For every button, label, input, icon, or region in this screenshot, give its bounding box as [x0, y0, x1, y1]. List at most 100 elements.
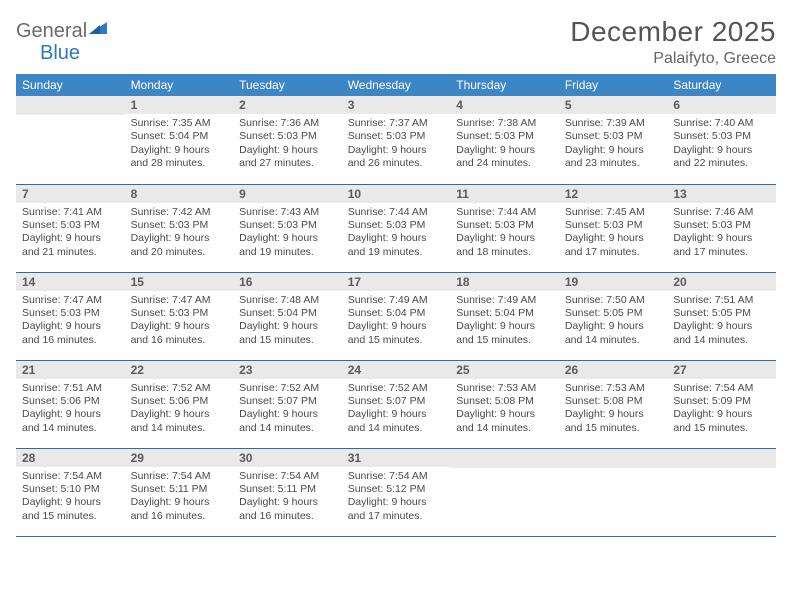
day-details: Sunrise: 7:46 AMSunset: 5:03 PMDaylight:…: [667, 203, 776, 266]
day-number: 11: [450, 185, 559, 203]
day-details: Sunrise: 7:52 AMSunset: 5:06 PMDaylight:…: [125, 379, 234, 442]
calendar-cell: 7Sunrise: 7:41 AMSunset: 5:03 PMDaylight…: [16, 184, 125, 272]
day-number: 15: [125, 273, 234, 291]
calendar-cell: 28Sunrise: 7:54 AMSunset: 5:10 PMDayligh…: [16, 448, 125, 536]
header: General December 2025 Palaifyto, Greece: [16, 16, 776, 68]
calendar-cell: 18Sunrise: 7:49 AMSunset: 5:04 PMDayligh…: [450, 272, 559, 360]
day-number: 30: [233, 449, 342, 467]
day-number-empty: [667, 449, 776, 468]
title-block: December 2025 Palaifyto, Greece: [570, 16, 776, 68]
calendar-cell: 31Sunrise: 7:54 AMSunset: 5:12 PMDayligh…: [342, 448, 451, 536]
calendar-cell: 13Sunrise: 7:46 AMSunset: 5:03 PMDayligh…: [667, 184, 776, 272]
day-details: Sunrise: 7:47 AMSunset: 5:03 PMDaylight:…: [16, 291, 125, 354]
day-details: Sunrise: 7:38 AMSunset: 5:03 PMDaylight:…: [450, 114, 559, 177]
day-details: Sunrise: 7:54 AMSunset: 5:10 PMDaylight:…: [16, 467, 125, 530]
calendar-cell: 15Sunrise: 7:47 AMSunset: 5:03 PMDayligh…: [125, 272, 234, 360]
day-number: 22: [125, 361, 234, 379]
calendar-cell: 2Sunrise: 7:36 AMSunset: 5:03 PMDaylight…: [233, 96, 342, 184]
calendar-cell: 10Sunrise: 7:44 AMSunset: 5:03 PMDayligh…: [342, 184, 451, 272]
day-number: 4: [450, 96, 559, 114]
calendar-cell: 27Sunrise: 7:54 AMSunset: 5:09 PMDayligh…: [667, 360, 776, 448]
calendar-cell: 3Sunrise: 7:37 AMSunset: 5:03 PMDaylight…: [342, 96, 451, 184]
calendar-body: 1Sunrise: 7:35 AMSunset: 5:04 PMDaylight…: [16, 96, 776, 536]
day-details: Sunrise: 7:52 AMSunset: 5:07 PMDaylight:…: [342, 379, 451, 442]
brand-logo-line2: Blue: [40, 38, 80, 65]
day-number: 1: [125, 96, 234, 114]
day-number: 3: [342, 96, 451, 114]
calendar-cell: 25Sunrise: 7:53 AMSunset: 5:08 PMDayligh…: [450, 360, 559, 448]
calendar-header-row: SundayMondayTuesdayWednesdayThursdayFrid…: [16, 74, 776, 96]
day-details: Sunrise: 7:54 AMSunset: 5:12 PMDaylight:…: [342, 467, 451, 530]
day-number-empty: [16, 96, 125, 115]
location-label: Palaifyto, Greece: [570, 50, 776, 68]
calendar-cell: 26Sunrise: 7:53 AMSunset: 5:08 PMDayligh…: [559, 360, 668, 448]
calendar-cell: 20Sunrise: 7:51 AMSunset: 5:05 PMDayligh…: [667, 272, 776, 360]
calendar-cell: 6Sunrise: 7:40 AMSunset: 5:03 PMDaylight…: [667, 96, 776, 184]
day-details: Sunrise: 7:35 AMSunset: 5:04 PMDaylight:…: [125, 114, 234, 177]
calendar-week-row: 1Sunrise: 7:35 AMSunset: 5:04 PMDaylight…: [16, 96, 776, 184]
calendar-week-row: 28Sunrise: 7:54 AMSunset: 5:10 PMDayligh…: [16, 448, 776, 536]
day-details: Sunrise: 7:52 AMSunset: 5:07 PMDaylight:…: [233, 379, 342, 442]
day-details: Sunrise: 7:37 AMSunset: 5:03 PMDaylight:…: [342, 114, 451, 177]
day-number: 27: [667, 361, 776, 379]
calendar-cell: [16, 96, 125, 184]
day-number: 31: [342, 449, 451, 467]
day-details: Sunrise: 7:44 AMSunset: 5:03 PMDaylight:…: [450, 203, 559, 266]
day-number: 16: [233, 273, 342, 291]
calendar-cell: 9Sunrise: 7:43 AMSunset: 5:03 PMDaylight…: [233, 184, 342, 272]
day-number: 5: [559, 96, 668, 114]
day-details: Sunrise: 7:42 AMSunset: 5:03 PMDaylight:…: [125, 203, 234, 266]
weekday-header: Monday: [125, 74, 234, 96]
calendar-cell: 14Sunrise: 7:47 AMSunset: 5:03 PMDayligh…: [16, 272, 125, 360]
day-details: Sunrise: 7:54 AMSunset: 5:11 PMDaylight:…: [233, 467, 342, 530]
day-details: Sunrise: 7:40 AMSunset: 5:03 PMDaylight:…: [667, 114, 776, 177]
calendar-cell: [559, 448, 668, 536]
day-details: Sunrise: 7:53 AMSunset: 5:08 PMDaylight:…: [559, 379, 668, 442]
calendar-cell: 1Sunrise: 7:35 AMSunset: 5:04 PMDaylight…: [125, 96, 234, 184]
calendar-cell: 21Sunrise: 7:51 AMSunset: 5:06 PMDayligh…: [16, 360, 125, 448]
calendar-cell: [667, 448, 776, 536]
day-details: Sunrise: 7:36 AMSunset: 5:03 PMDaylight:…: [233, 114, 342, 177]
brand-triangle-icon: [89, 17, 107, 40]
day-details: Sunrise: 7:50 AMSunset: 5:05 PMDaylight:…: [559, 291, 668, 354]
day-number: 26: [559, 361, 668, 379]
calendar-cell: 11Sunrise: 7:44 AMSunset: 5:03 PMDayligh…: [450, 184, 559, 272]
calendar-cell: 12Sunrise: 7:45 AMSunset: 5:03 PMDayligh…: [559, 184, 668, 272]
day-number: 7: [16, 185, 125, 203]
day-details: Sunrise: 7:51 AMSunset: 5:06 PMDaylight:…: [16, 379, 125, 442]
weekday-header: Friday: [559, 74, 668, 96]
day-number: 6: [667, 96, 776, 114]
day-details: Sunrise: 7:49 AMSunset: 5:04 PMDaylight:…: [342, 291, 451, 354]
day-details: Sunrise: 7:39 AMSunset: 5:03 PMDaylight:…: [559, 114, 668, 177]
day-number: 10: [342, 185, 451, 203]
weekday-header: Wednesday: [342, 74, 451, 96]
calendar-cell: 5Sunrise: 7:39 AMSunset: 5:03 PMDaylight…: [559, 96, 668, 184]
day-number: 24: [342, 361, 451, 379]
weekday-header: Sunday: [16, 74, 125, 96]
day-details: Sunrise: 7:54 AMSunset: 5:09 PMDaylight:…: [667, 379, 776, 442]
day-details: Sunrise: 7:48 AMSunset: 5:04 PMDaylight:…: [233, 291, 342, 354]
day-number: 17: [342, 273, 451, 291]
day-details: Sunrise: 7:49 AMSunset: 5:04 PMDaylight:…: [450, 291, 559, 354]
calendar-cell: 8Sunrise: 7:42 AMSunset: 5:03 PMDaylight…: [125, 184, 234, 272]
day-number: 29: [125, 449, 234, 467]
day-details: Sunrise: 7:54 AMSunset: 5:11 PMDaylight:…: [125, 467, 234, 530]
calendar-cell: [450, 448, 559, 536]
day-number: 21: [16, 361, 125, 379]
calendar-cell: 17Sunrise: 7:49 AMSunset: 5:04 PMDayligh…: [342, 272, 451, 360]
day-number: 12: [559, 185, 668, 203]
calendar-week-row: 21Sunrise: 7:51 AMSunset: 5:06 PMDayligh…: [16, 360, 776, 448]
calendar-cell: 29Sunrise: 7:54 AMSunset: 5:11 PMDayligh…: [125, 448, 234, 536]
day-number: 14: [16, 273, 125, 291]
calendar-cell: 16Sunrise: 7:48 AMSunset: 5:04 PMDayligh…: [233, 272, 342, 360]
day-number-empty: [450, 449, 559, 468]
day-details: Sunrise: 7:41 AMSunset: 5:03 PMDaylight:…: [16, 203, 125, 266]
calendar-cell: 22Sunrise: 7:52 AMSunset: 5:06 PMDayligh…: [125, 360, 234, 448]
day-number: 2: [233, 96, 342, 114]
day-details: Sunrise: 7:51 AMSunset: 5:05 PMDaylight:…: [667, 291, 776, 354]
day-number: 9: [233, 185, 342, 203]
day-number: 18: [450, 273, 559, 291]
day-details: Sunrise: 7:45 AMSunset: 5:03 PMDaylight:…: [559, 203, 668, 266]
weekday-header: Tuesday: [233, 74, 342, 96]
day-number: 23: [233, 361, 342, 379]
